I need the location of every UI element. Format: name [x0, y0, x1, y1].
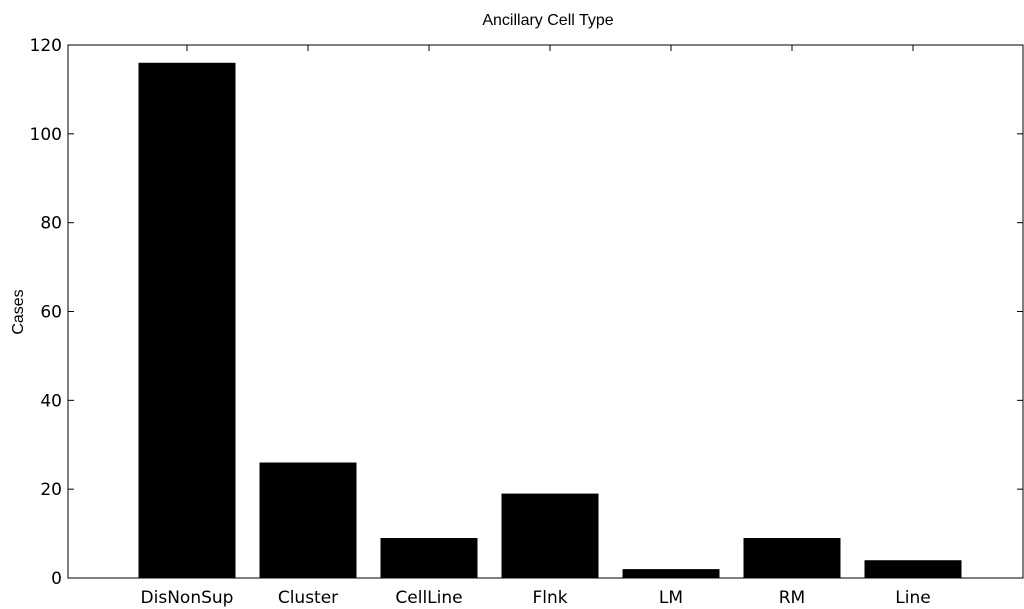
bars-group [138, 62, 962, 579]
y-tick-label: 80 [40, 214, 62, 234]
x-tick-label: LM [659, 588, 683, 608]
x-tick-label: Flnk [532, 588, 567, 608]
x-tick-label: CellLine [395, 588, 462, 608]
x-tick-label: Line [895, 588, 930, 608]
y-axis-label: Cases [10, 289, 27, 334]
y-tick-label: 100 [30, 125, 62, 145]
y-tick-label: 60 [40, 303, 62, 323]
x-tick-label: DisNonSup [141, 588, 234, 608]
bar-line [864, 560, 962, 578]
bar-cluster [259, 462, 357, 578]
chart-title: Ancillary Cell Type [482, 12, 613, 29]
x-tick-label: RM [779, 588, 805, 608]
y-tick-label: 120 [30, 36, 62, 56]
y-tick-label: 20 [40, 480, 62, 500]
y-tick-label: 0 [51, 569, 62, 589]
bar-cellline [380, 538, 478, 578]
bar-flnk [501, 493, 599, 578]
bar-rm [743, 538, 841, 578]
x-ticks-group: DisNonSup Cluster CellLine Flnk LM RM Line [141, 45, 931, 608]
y-ticks-group: 0 20 40 60 80 100 120 [30, 36, 1023, 589]
bar-disnonsup [138, 62, 236, 579]
y-tick-label: 40 [40, 391, 62, 411]
x-tick-label: Cluster [278, 588, 338, 608]
